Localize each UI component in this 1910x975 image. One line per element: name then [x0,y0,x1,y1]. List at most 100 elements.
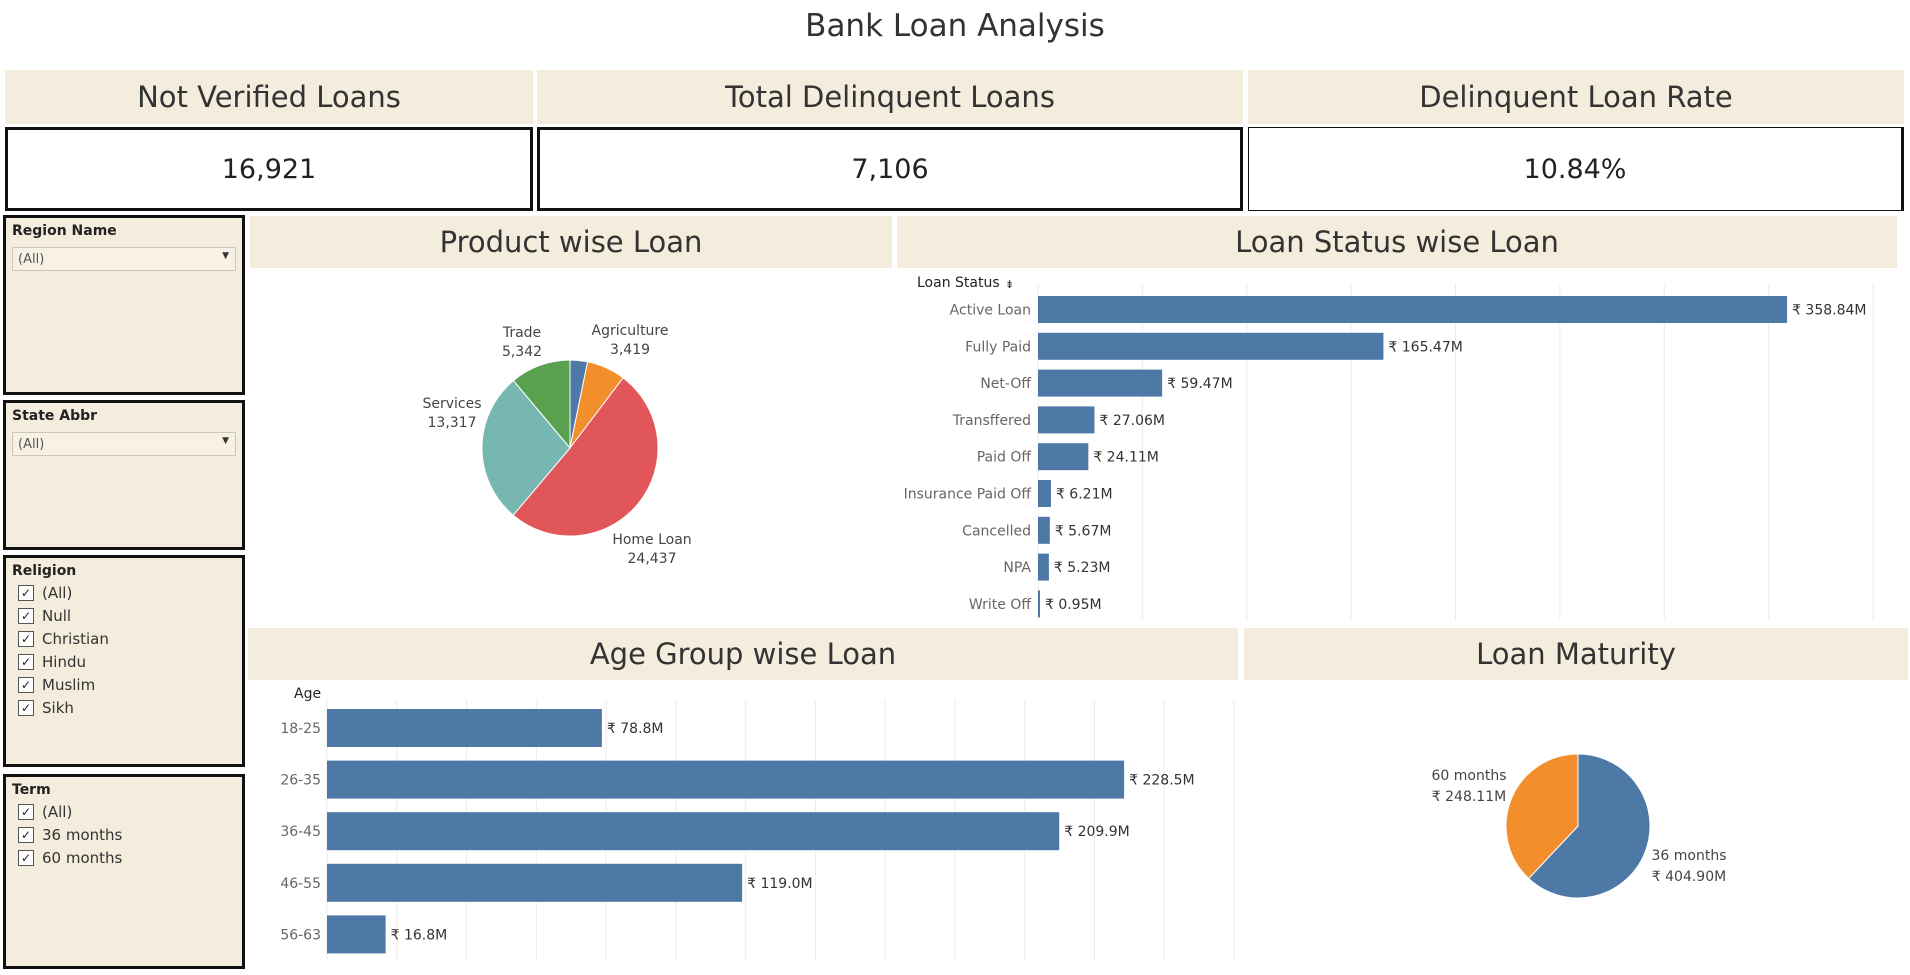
product-pie-label: Agriculture [592,323,669,339]
checkbox-checked-icon[interactable]: ✓ [18,700,34,716]
age-value-label: ₹ 119.0M [747,876,813,892]
religion-filter-panel: Religion ✓ (All) ✓ Null ✓ Christian ✓ Hindu … [3,555,245,767]
checkbox-checked-icon[interactable]: ✓ [18,804,34,820]
kpi-header-not-verified: Not Verified Loans [5,70,533,124]
checkbox-checked-icon[interactable]: ✓ [18,654,34,670]
state-dropdown-value: (All) [18,436,45,452]
age-bar [327,863,743,902]
maturity-pie-value: ₹ 404.90M [1652,869,1726,885]
status-value-label: ₹ 0.95M [1045,597,1102,613]
status-value-label: ₹ 6.21M [1056,487,1113,503]
state-filter-label: State Abbr [12,408,98,424]
status-value-label: ₹ 24.11M [1093,450,1159,466]
status-category-label: Active Loan [950,303,1031,319]
status-value-label: ₹ 59.47M [1167,376,1233,392]
sort-icon: ⇟ [1005,278,1014,291]
age-bar [327,812,1060,851]
kpi-value-delinquent-rate: 10.84% [1248,127,1904,211]
age-value-label: ₹ 228.5M [1129,773,1195,789]
status-category-label: Cancelled [962,523,1031,539]
age-chart-title: Age Group wise Loan [248,628,1238,680]
product-pie-label: Services [422,396,481,412]
product-pie-label: Trade [502,325,541,341]
status-category-label: Net-Off [980,376,1031,392]
age-bar [327,760,1125,799]
status-bar [1038,553,1049,581]
age-category-label: 36-45 [280,824,321,840]
product-pie-value: 3,419 [610,342,650,358]
state-filter-panel: State Abbr (All) ▼ [3,400,245,550]
religion-option[interactable]: ✓ Null [18,607,236,625]
status-category-label: Fully Paid [965,339,1031,355]
maturity-pie-value: ₹ 248.11M [1432,789,1506,805]
region-dropdown-value: (All) [18,251,45,267]
religion-option[interactable]: ✓ Muslim [18,676,236,694]
status-value-label: ₹ 165.47M [1388,339,1462,355]
checkbox-checked-icon[interactable]: ✓ [18,631,34,647]
maturity-pie-slice [1505,753,1579,880]
age-bar [327,915,386,954]
checkbox-checked-icon[interactable]: ✓ [18,850,34,866]
status-value-label: ₹ 5.67M [1055,523,1112,539]
status-value-label: ₹ 358.84M [1792,303,1866,319]
status-bar [1038,516,1050,544]
status-bar [1038,406,1095,434]
age-bar [327,709,602,747]
status-chart-title: Loan Status wise Loan [897,216,1897,268]
age-category-label: 56-63 [280,927,321,943]
checkbox-checked-icon[interactable]: ✓ [18,677,34,693]
product-pie-slice [512,359,571,450]
kpi-value-delinquent-loans: 7,106 [537,127,1243,211]
status-value-label: ₹ 5.23M [1054,560,1111,576]
religion-option[interactable]: ✓ Sikh [18,699,236,717]
age-value-label: ₹ 78.8M [607,721,664,737]
religion-option[interactable]: ✓ Christian [18,630,236,648]
checkbox-checked-icon[interactable]: ✓ [18,585,34,601]
status-bar [1038,480,1051,507]
region-filter-label: Region Name [12,223,117,239]
age-value-label: ₹ 16.8M [391,927,448,943]
chevron-down-icon: ▼ [222,436,229,446]
age-axis-title: Age [294,686,321,702]
status-category-label: Write Off [969,597,1031,613]
status-bar [1038,296,1788,323]
status-bar [1038,369,1163,397]
region-filter-panel: Region Name (All) ▼ [3,215,245,395]
term-option[interactable]: ✓ 36 months [18,826,236,844]
maturity-pie-label: 36 months [1652,848,1727,864]
status-bar [1038,332,1384,360]
status-category-label: NPA [1003,560,1031,576]
status-value-label: ₹ 27.06M [1099,413,1165,429]
status-bar [1038,590,1040,618]
kpi-header-delinquent-rate: Delinquent Loan Rate [1248,70,1904,124]
term-option[interactable]: ✓ 60 months [18,849,236,867]
religion-option[interactable]: ✓ Hindu [18,653,236,671]
term-option[interactable]: ✓ (All) [18,803,236,821]
status-bar [1038,443,1089,471]
checkbox-checked-icon[interactable]: ✓ [18,608,34,624]
age-category-label: 46-55 [280,876,321,892]
kpi-value-not-verified: 16,921 [5,127,533,211]
status-category-label: Paid Off [977,450,1032,466]
status-category-label: Insurance Paid Off [904,487,1032,503]
region-dropdown[interactable]: (All) ▼ [12,247,236,271]
chevron-down-icon: ▼ [222,251,229,261]
age-value-label: ₹ 209.9M [1064,824,1130,840]
page-title: Bank Loan Analysis [805,8,1105,44]
age-category-label: 26-35 [280,773,321,789]
product-pie-slice [512,377,659,537]
maturity-pie-slice [1527,753,1651,899]
checkbox-checked-icon[interactable]: ✓ [18,827,34,843]
product-pie-value: 24,437 [628,551,677,567]
product-pie-value: 5,342 [502,344,542,360]
product-pie-value: 13,317 [428,415,477,431]
term-filter-label: Term [12,782,51,798]
status-axis-title: Loan Status [917,275,1000,291]
status-category-label: Transffered [952,413,1031,429]
state-dropdown[interactable]: (All) ▼ [12,432,236,456]
age-category-label: 18-25 [280,721,321,737]
product-pie-label: Home Loan [612,532,691,548]
maturity-chart-title: Loan Maturity [1244,628,1908,680]
religion-option[interactable]: ✓ (All) [18,584,236,602]
